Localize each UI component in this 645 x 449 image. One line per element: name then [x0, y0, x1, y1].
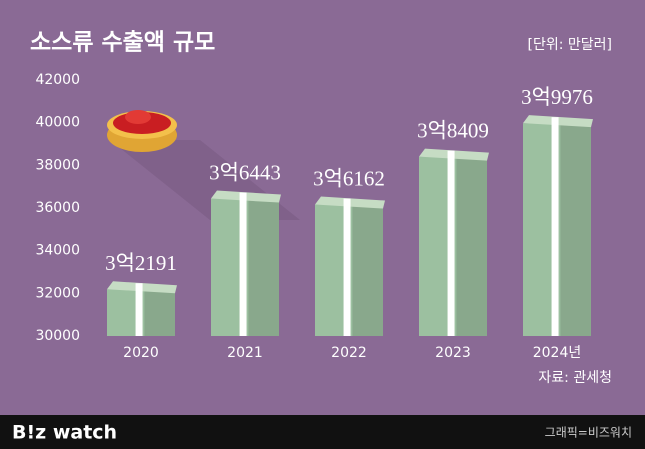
brand: B!z watch [12, 422, 117, 444]
chart-title: 소스류 수출액 규모 [30, 30, 215, 56]
x-tick-label: 2021 [227, 345, 263, 361]
y-tick-label: 32000 [35, 285, 80, 301]
bar-side [352, 204, 383, 336]
y-tick-label: 42000 [35, 72, 80, 88]
bar-side [560, 123, 591, 336]
x-tick-label: 2023 [435, 345, 471, 361]
bar-side [144, 289, 175, 336]
value-label: 3억2191 [105, 251, 177, 275]
x-tick-label: 2024년 [533, 345, 582, 361]
footer-bar [0, 415, 645, 449]
credit: 그래픽=비즈워치 [545, 426, 632, 440]
bar-side [248, 198, 279, 336]
y-tick-label: 36000 [35, 200, 80, 216]
bar-band [447, 150, 455, 336]
y-tick-label: 30000 [35, 328, 80, 344]
bar-band [551, 117, 559, 336]
value-label: 3억6443 [209, 160, 281, 184]
x-tick-label: 2022 [331, 345, 367, 361]
y-tick-label: 34000 [35, 243, 80, 259]
value-label: 3억6162 [313, 166, 385, 190]
value-label: 3억9976 [521, 85, 593, 109]
bar-band [135, 283, 143, 336]
bar-band [343, 198, 351, 336]
y-tick-label: 40000 [35, 115, 80, 131]
bar-band [239, 192, 247, 336]
value-label: 3억8409 [417, 118, 489, 142]
unit-label: [단위: 만달러] [528, 37, 613, 53]
bar-side [456, 156, 487, 336]
y-tick-label: 38000 [35, 157, 80, 173]
source: 자료: 관세청 [538, 370, 612, 386]
x-tick-label: 2020 [123, 345, 159, 361]
